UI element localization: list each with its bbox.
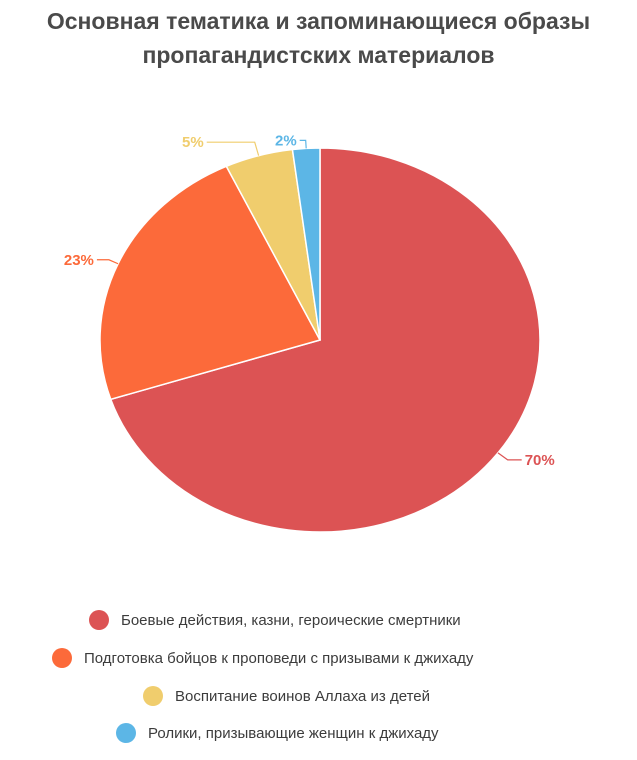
- data-label-training: 23%: [64, 252, 94, 269]
- legend-item-women[interactable]: Ролики, призывающие женщин к джихаду: [116, 723, 439, 743]
- pie-slice-women[interactable]: [291, 147, 321, 341]
- legend-item-children[interactable]: Воспитание воинов Аллаха из детей: [143, 686, 430, 706]
- pie-slice-combat[interactable]: [109, 147, 541, 533]
- chart-title-line-1: Основная тематика и запоминающиеся образ…: [46, 8, 591, 34]
- legend-label-combat: Боевые действия, казни, героические смер…: [121, 611, 461, 629]
- legend-swatch-combat: [89, 610, 109, 630]
- data-label-women: 2%: [275, 132, 297, 149]
- data-label-combat: 70%: [525, 452, 555, 469]
- legend-label-training: Подготовка бойцов к проповеди с призывам…: [84, 649, 474, 667]
- legend-swatch-children: [143, 686, 163, 706]
- data-label-children: 5%: [182, 134, 204, 151]
- legend-label-women: Ролики, призывающие женщин к джихаду: [148, 724, 439, 742]
- pie-slice-training[interactable]: [99, 165, 322, 401]
- legend-swatch-training: [52, 648, 72, 668]
- legend-item-combat[interactable]: Боевые действия, казни, героические смер…: [89, 610, 461, 630]
- chart-title-line-2: пропагандистских материалов: [142, 42, 495, 68]
- leader-line-women: [299, 139, 307, 149]
- chart-title: Основная тематика и запоминающиеся образ…: [0, 4, 637, 72]
- pie-chart: 70% 23% 5% 2%: [64, 132, 555, 533]
- leader-line-children: [206, 141, 260, 156]
- leader-line-training: [96, 259, 119, 265]
- legend-item-training[interactable]: Подготовка бойцов к проповеди с призывам…: [52, 648, 473, 668]
- leader-line-combat: [497, 452, 522, 461]
- legend-label-children: Воспитание воинов Аллаха из детей: [175, 687, 430, 705]
- legend-swatch-women: [116, 723, 136, 743]
